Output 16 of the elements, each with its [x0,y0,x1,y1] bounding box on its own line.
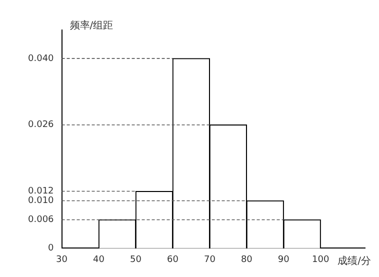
y-tick-label: 0 [48,244,54,254]
x-tick-label: 30 [56,254,68,265]
x-tick-label: 80 [240,254,253,265]
y-tick-label: 0.006 [28,215,54,226]
x-tick-label: 70 [204,254,216,265]
x-axis-title: 成绩/分 [338,254,371,267]
y-axis-title: 频率/组距 [70,20,114,32]
y-tick-label: 0.010 [28,196,54,206]
y-tick-label: 0.026 [28,120,54,130]
x-tick-label: 90 [278,254,290,265]
x-tick-label: 40 [93,254,105,265]
y-tick-label: 0.040 [28,54,54,64]
x-tick-label: 100 [312,254,330,265]
y-tick-label: 0.012 [28,186,54,197]
x-tick-label: 50 [130,254,142,265]
x-tick-label: 60 [166,254,179,265]
